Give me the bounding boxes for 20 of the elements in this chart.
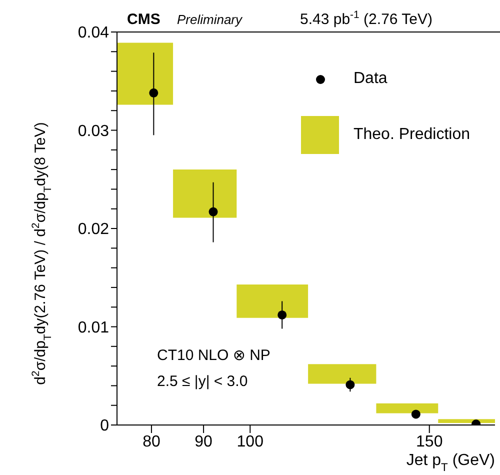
x-tick-label: 90 <box>194 433 213 450</box>
text: Preliminary <box>177 12 244 27</box>
legend-label: Data <box>353 70 388 88</box>
point <box>346 380 355 390</box>
text: 5.43 pb$^{-1}$ (2.76 TeV) <box>300 9 432 28</box>
y-tick-label: 0.02 <box>78 221 110 238</box>
annotation: 2.5 ≤ |y| < 3.0 <box>157 373 248 390</box>
x-tick-label: 150 <box>416 433 443 450</box>
point <box>278 310 287 320</box>
y-tick-label: 0.03 <box>78 122 110 140</box>
annotation: CT10 NLO ⊗ NP <box>157 347 270 364</box>
x-tick-label: 80 <box>142 433 160 450</box>
x-axis-title: Jet p$_{T}$ (GeV) <box>406 452 495 474</box>
point <box>411 410 420 419</box>
legend-label: Theo. Prediction <box>353 126 470 144</box>
y-tick-label: 0.04 <box>78 24 110 42</box>
text: CMS <box>127 11 160 28</box>
y-tick-label: 0 <box>100 418 110 435</box>
y-tick-label: 0.01 <box>78 319 110 336</box>
x-tick-label: 100 <box>236 433 264 450</box>
